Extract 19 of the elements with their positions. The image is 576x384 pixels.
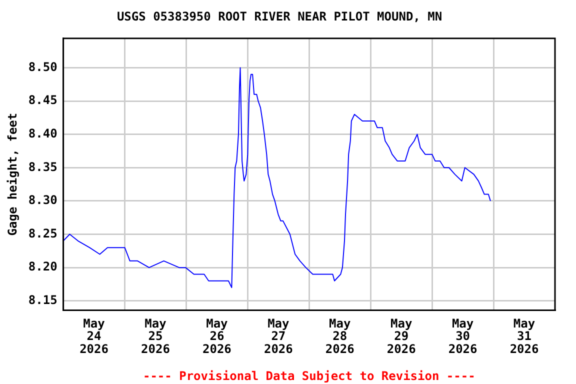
x-tick-label: May 26 2026 [202,316,232,356]
y-tick-label: 8.30 [28,193,58,208]
x-tick-label: May 24 2026 [80,316,108,356]
x-tick-label: May 31 2026 [510,316,539,356]
y-tick-label: 8.25 [28,226,58,240]
x-tick-label: May 29 2026 [386,316,416,356]
y-axis-title: Gage height, feet [5,112,20,236]
chart-title: USGS 05383950 ROOT RIVER NEAR PILOT MOUND, MN [116,9,442,24]
x-tick-label: May 27 2026 [264,316,293,356]
x-tick-label: May 25 2026 [141,316,170,356]
x-tick-label: May 28 2026 [325,316,354,356]
y-tick-label: 8.35 [28,160,58,174]
y-tick-label: 8.40 [28,126,58,140]
x-tick-label: May 30 2026 [448,316,478,356]
y-tick-label: 8.45 [28,93,58,108]
text: ---- Provisional Data Subject to Revision ---- [142,369,476,383]
y-tick-label: 8.20 [28,260,58,274]
y-tick-label: 8.15 [28,293,58,307]
y-tick-label: 8.50 [28,60,58,74]
